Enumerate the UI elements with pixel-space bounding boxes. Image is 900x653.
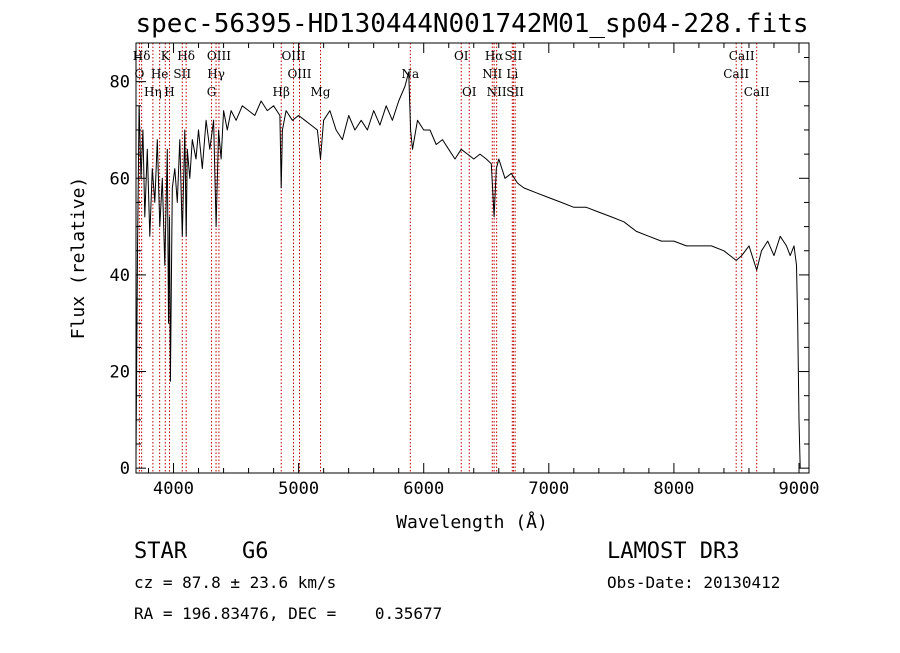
marker-label: He [151, 67, 169, 81]
marker-label: Hβ [273, 85, 290, 99]
y-tick-label: 0 [120, 459, 130, 479]
marker-label: OI [462, 85, 477, 99]
marker-label: NII [482, 67, 502, 81]
marker-label: Hγ [207, 67, 225, 81]
marker-label: OIII [287, 67, 311, 81]
x-tick-label: 6000 [403, 479, 444, 499]
marker-label: OIII [207, 49, 231, 63]
y-tick-label: 40 [110, 266, 130, 286]
marker-label: G [207, 85, 217, 99]
marker-lines-group [138, 43, 758, 473]
marker-label: Hη [144, 85, 162, 99]
x-tick-label: 9000 [779, 479, 820, 499]
y-tick-label: 80 [110, 73, 130, 93]
x-axis-label: Wavelength (Å) [396, 511, 548, 533]
y-tick-label: 60 [110, 169, 130, 189]
marker-label: O [134, 67, 144, 81]
survey-name: LAMOST DR3 [607, 539, 739, 564]
marker-label: CaII [744, 85, 770, 99]
marker-label: SII [505, 49, 523, 63]
x-tick-label: 5000 [278, 479, 319, 499]
x-axis: 4000 5000 6000 7000 8000 9000 [148, 43, 820, 499]
x-tick-label: 8000 [653, 479, 694, 499]
coordinates-text: RA = 196.83476, DEC = 0.35677 [134, 604, 442, 623]
marker-label: CaII [723, 67, 749, 81]
marker-label: Hδ [177, 49, 195, 63]
redshift-text: cz = 87.8 ± 23.6 km/s [134, 573, 336, 592]
marker-label: K [161, 49, 171, 63]
series-line-spectrum [135, 71, 801, 469]
marker-label: Hα [485, 49, 504, 63]
marker-label: Hδ [133, 49, 151, 63]
chart-title: spec-56395-HD130444N001742M01_sp04-228.f… [135, 9, 808, 39]
x-tick-label: 4000 [153, 479, 194, 499]
plot-frame [135, 42, 810, 474]
marker-label: NII [487, 85, 507, 99]
y-axis: 0 20 40 60 80 [110, 56, 809, 479]
marker-label: H [164, 85, 174, 99]
y-axis-label: Flux (relative) [68, 177, 89, 340]
x-tick-label: 7000 [528, 479, 569, 499]
marker-label: CaII [729, 49, 755, 63]
marker-label: OI [454, 49, 469, 63]
object-subclass: G6 [242, 539, 269, 564]
marker-label: SII [173, 67, 191, 81]
marker-label: Mg [311, 85, 331, 99]
obs-date: Obs-Date: 20130412 [607, 573, 780, 592]
marker-label: Li [506, 67, 518, 81]
series-group [135, 71, 801, 469]
y-tick-label: 20 [110, 363, 130, 383]
marker-label: OIII [281, 49, 305, 63]
object-class: STAR [134, 539, 188, 564]
marker-label: SII [506, 85, 524, 99]
marker-label: Na [402, 67, 420, 81]
